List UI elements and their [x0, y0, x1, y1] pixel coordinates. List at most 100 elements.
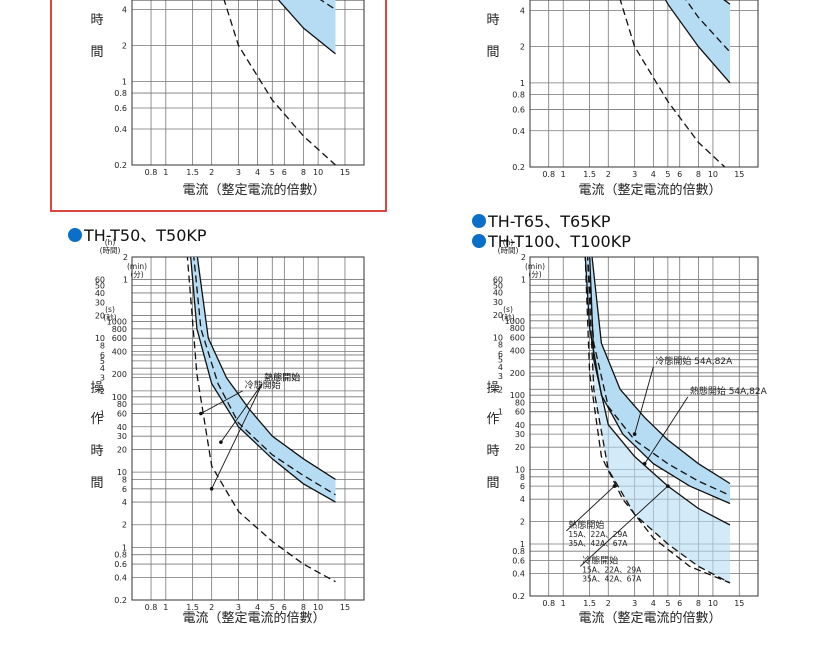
model-heading-text: TH-T50、T50KP [84, 226, 207, 245]
x-tick-label: 2 [606, 170, 611, 179]
annotation-leader [566, 485, 615, 532]
model-heading-text: TH-T65、T65KP [488, 212, 611, 231]
chart-top-left: 0.8 1 1.5 2 3 4 5 6 8 10 15 4 2 1 0.8 0.6 0.4 0.2 時間電流（整定電… [50, 0, 387, 212]
y-tick-label: 100 [510, 391, 525, 400]
y-axis-title: 時 [90, 13, 103, 28]
y-tick-label-min: 10 [95, 334, 105, 343]
model-heading-text: TH-T100、T100KP [488, 232, 631, 251]
x-tick-label: 0.8 [542, 170, 555, 179]
annotation-label: 35A、42A、67A [568, 539, 628, 548]
y-tick-label: 1 [122, 543, 127, 552]
x-tick-label: 6 [282, 168, 287, 177]
annotation-leader [200, 390, 243, 414]
y-tick-label-min: 30 [95, 298, 105, 307]
annotation-leader [644, 396, 689, 464]
band-area [190, 257, 336, 503]
y-axis-title: 時 [486, 13, 499, 28]
y-tick-label: 1000 [505, 317, 525, 326]
curve-line [591, 257, 731, 485]
y-tick-label-min: 6 [100, 351, 105, 360]
y-tick-label: 1000 [107, 318, 127, 327]
y-tick-label-min: 60 [95, 276, 105, 285]
annotation-leader [220, 383, 263, 443]
annotation-label: 15A、22A、29A [582, 565, 642, 574]
x-tick-label: 4 [651, 599, 656, 608]
y-tick-label: 80 [117, 400, 127, 409]
y-tick-label: 30 [117, 432, 127, 441]
y-tick-label: 40 [117, 423, 127, 432]
y-tick-label: 6 [520, 482, 525, 491]
axis-unit-s: (s) [105, 305, 115, 314]
x-tick-label: 1 [561, 170, 566, 179]
band-area [665, 0, 730, 83]
y-axis-title: 時 [486, 444, 499, 459]
x-tick-label: 8 [696, 170, 701, 179]
y-tick-label: 0.6 [114, 104, 127, 113]
y-tick-label: 600 [510, 333, 525, 342]
x-axis-title: 電流（整定電流的倍數） [182, 182, 325, 198]
annotation-arrowhead [199, 411, 203, 416]
y-tick-label-min: 50 [95, 282, 105, 291]
annotation-leader [579, 485, 669, 567]
y-axis-title: 間 [486, 45, 499, 60]
curve-line [619, 0, 726, 167]
y-tick-label: 0.2 [512, 592, 525, 601]
y-tick-label: 0.4 [114, 573, 127, 582]
y-tick-label: 600 [112, 334, 127, 343]
annotation-leader [211, 383, 263, 489]
axis-unit-h: (時間) [100, 246, 121, 255]
y-axis-title: 作 [90, 412, 103, 427]
y-tick-label-min: 2 [498, 385, 503, 394]
y-tick-label: 6 [122, 485, 127, 494]
y-tick-label: 800 [510, 324, 525, 333]
y-tick-label: 8 [122, 475, 127, 484]
y-axis-title: 時 [90, 444, 103, 459]
annotation-label: 熱態開始 54A,82A [690, 385, 768, 397]
y-tick-label: 0.6 [512, 557, 525, 566]
axis-unit-s: (s) [503, 305, 513, 314]
y-tick-label: 8 [520, 473, 525, 482]
y-tick-label-min: 20 [493, 311, 503, 320]
plot-frame [529, 0, 759, 168]
axis-unit-min: (min) [525, 262, 545, 271]
y-tick-label: 30 [515, 430, 525, 439]
x-tick-label: 5 [665, 170, 670, 179]
x-tick-label: 10 [708, 599, 718, 608]
y-tick-label-min: 60 [493, 275, 503, 284]
y-tick-label: 4 [520, 6, 525, 15]
axis-unit-s: (秒) [103, 312, 116, 322]
y-tick-label-h: 1 [521, 275, 526, 284]
y-tick-label: 10 [515, 466, 525, 475]
model-heading-th-t50: TH-T50、T50KP [68, 222, 207, 246]
y-axis-title: 操 [90, 380, 103, 396]
x-tick-label: 0.8 [542, 599, 555, 608]
y-tick-label: 2 [122, 521, 127, 530]
x-tick-label: 1 [163, 168, 168, 177]
y-tick-label-min: 2 [100, 387, 105, 396]
bullet-icon [472, 234, 486, 248]
x-tick-label: 1.5 [583, 599, 596, 608]
axis-unit-min: (分) [130, 270, 143, 279]
x-tick-label: 3 [632, 599, 637, 608]
curve-line [196, 257, 336, 480]
y-tick-label: 20 [117, 445, 127, 454]
y-tick-label: 0.6 [512, 106, 525, 115]
annotation-arrowhead [642, 461, 647, 466]
curve-line [685, 0, 731, 53]
x-tick-label: 8 [696, 599, 701, 608]
y-tick-label: 60 [515, 408, 525, 417]
x-tick-label: 2 [209, 168, 214, 177]
x-axis-title: 電流（整定電流的倍數） [578, 182, 721, 198]
x-tick-label: 4 [651, 170, 656, 179]
y-tick-label-min: 3 [498, 372, 503, 381]
y-tick-label: 200 [112, 370, 127, 379]
y-tick-label: 200 [510, 369, 525, 378]
annotation-label: 冷態開始 [582, 554, 618, 566]
chart-top-right: 0.8 1 1.5 2 3 4 5 6 8 10 154210.80.60.40.2時間電流（整定電… [486, 0, 759, 198]
highlight-frame [50, 0, 387, 212]
x-tick-label: 1.5 [186, 603, 199, 612]
x-tick-label: 1 [163, 603, 168, 612]
x-tick-label: 15 [340, 168, 350, 177]
y-tick-label: 1 [520, 540, 525, 549]
